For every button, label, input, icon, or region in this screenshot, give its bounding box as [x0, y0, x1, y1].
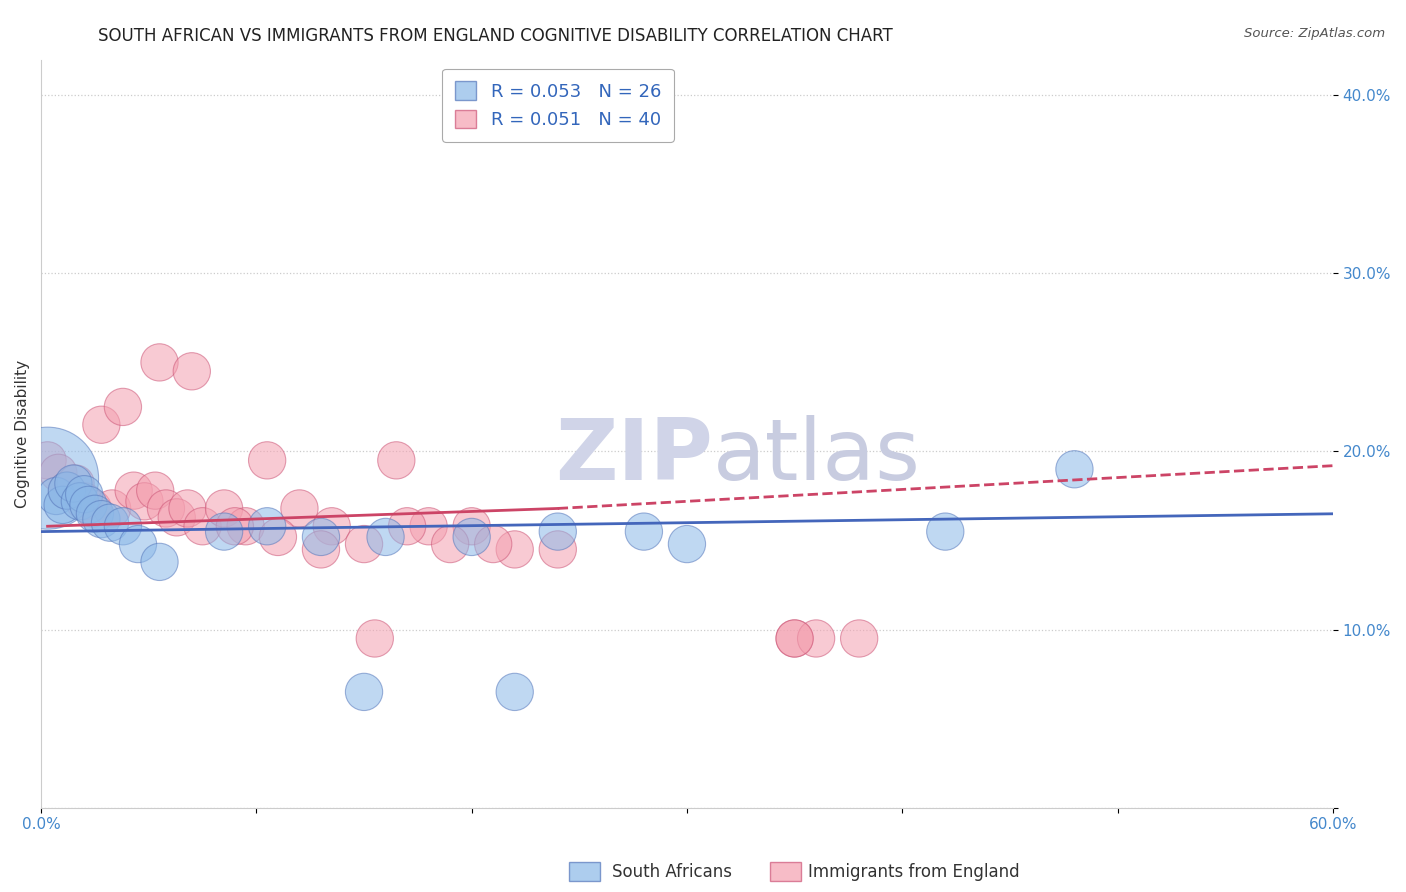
- Point: [934, 524, 956, 539]
- Point: [143, 483, 166, 498]
- Point: [82, 501, 104, 516]
- Point: [460, 519, 482, 533]
- Point: [503, 685, 526, 699]
- Text: SOUTH AFRICAN VS IMMIGRANTS FROM ENGLAND COGNITIVE DISABILITY CORRELATION CHART: SOUTH AFRICAN VS IMMIGRANTS FROM ENGLAND…: [98, 27, 893, 45]
- Point: [65, 476, 87, 491]
- Point: [56, 483, 79, 498]
- Point: [256, 519, 278, 533]
- Point: [385, 453, 408, 467]
- Point: [90, 417, 112, 432]
- Point: [212, 524, 235, 539]
- Text: Source: ZipAtlas.com: Source: ZipAtlas.com: [1244, 27, 1385, 40]
- Legend: R = 0.053   N = 26, R = 0.051   N = 40: R = 0.053 N = 26, R = 0.051 N = 40: [441, 69, 673, 142]
- Point: [127, 537, 149, 551]
- Point: [84, 507, 107, 521]
- Point: [503, 542, 526, 557]
- Point: [180, 364, 202, 378]
- Point: [439, 537, 461, 551]
- Point: [418, 519, 440, 533]
- Point: [633, 524, 655, 539]
- Point: [45, 489, 67, 503]
- Text: South Africans: South Africans: [612, 863, 731, 881]
- Point: [309, 530, 332, 544]
- Point: [148, 355, 170, 369]
- Point: [321, 519, 343, 533]
- Point: [37, 453, 59, 467]
- Point: [191, 519, 214, 533]
- Point: [353, 537, 375, 551]
- Point: [482, 537, 505, 551]
- Point: [98, 516, 121, 530]
- Point: [256, 453, 278, 467]
- Point: [267, 530, 290, 544]
- Point: [783, 632, 806, 646]
- Point: [235, 519, 257, 533]
- Point: [90, 512, 112, 526]
- Point: [62, 476, 84, 491]
- Point: [676, 537, 699, 551]
- Point: [111, 519, 134, 533]
- Point: [364, 632, 387, 646]
- Text: ZIP: ZIP: [555, 415, 713, 498]
- Point: [288, 501, 311, 516]
- Point: [804, 632, 827, 646]
- Point: [148, 555, 170, 569]
- Point: [547, 524, 569, 539]
- Point: [37, 471, 59, 485]
- Point: [783, 632, 806, 646]
- Point: [56, 483, 79, 498]
- Point: [77, 498, 100, 512]
- Point: [101, 501, 124, 516]
- Text: Immigrants from England: Immigrants from England: [808, 863, 1021, 881]
- Point: [46, 466, 69, 480]
- Point: [224, 519, 246, 533]
- Y-axis label: Cognitive Disability: Cognitive Disability: [15, 359, 30, 508]
- Point: [353, 685, 375, 699]
- Point: [73, 494, 96, 508]
- Point: [73, 487, 96, 501]
- Point: [134, 494, 156, 508]
- Text: atlas: atlas: [713, 415, 921, 498]
- Point: [396, 519, 419, 533]
- Point: [155, 501, 177, 516]
- Point: [1063, 462, 1085, 476]
- Point: [374, 530, 396, 544]
- Point: [212, 501, 235, 516]
- Point: [166, 510, 188, 524]
- Point: [547, 542, 569, 557]
- Point: [309, 542, 332, 557]
- Point: [122, 483, 145, 498]
- Point: [848, 632, 870, 646]
- Point: [69, 494, 91, 508]
- Point: [460, 530, 482, 544]
- Point: [111, 400, 134, 414]
- Point: [176, 501, 198, 516]
- Point: [52, 498, 75, 512]
